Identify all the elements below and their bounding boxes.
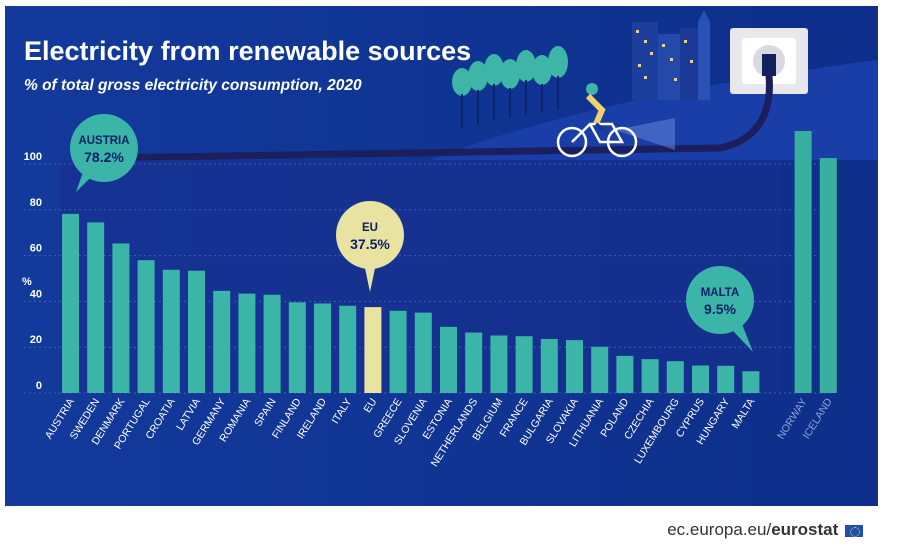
bar-germany [213,290,231,393]
bar-denmark [112,243,130,393]
callouts: AUSTRIA 78.2% EU 37.5% MALTA 9.5% [70,114,754,352]
bar-iceland [819,158,837,393]
bar-ireland [314,303,331,393]
eu-flag-icon [845,524,863,537]
y-tick-label: 60 [30,243,42,255]
callout-value: 37.5% [350,236,390,252]
bar-hungary [717,365,735,393]
y-tick-label: 20 [30,334,42,346]
bars-layer [62,131,837,394]
bar-malta [742,371,760,393]
bar-belgium [490,335,508,393]
y-tick-label: 40 [30,288,42,300]
callout-name: AUSTRIA [78,135,129,147]
bar-slovakia [566,340,583,393]
y-axis-label: % [22,276,32,288]
bar-croatia [162,269,180,393]
callout-bubble [686,266,754,334]
bar-austria [62,213,79,393]
source-credit[interactable]: ec.europa.eu/eurostat [667,520,863,540]
callout-malta: MALTA 9.5% [686,266,754,352]
bar-norway [794,131,812,394]
cable-decoration [96,72,773,162]
callout-eu: EU 37.5% [336,201,404,292]
callout-name: MALTA [701,287,740,299]
footer: ec.europa.eu/eurostat [0,506,903,551]
bar-italy [339,305,357,393]
callout-bubble [336,201,404,269]
bar-lithuania [591,346,609,393]
bar-latvia [188,270,205,393]
bar-finland [288,302,306,393]
callout-bubble [70,114,138,182]
callout-name: EU [362,222,378,234]
bar-romania [238,293,256,393]
bar-czechia [641,359,659,393]
bar-poland [616,355,634,393]
source-prefix: ec.europa.eu/ [667,520,772,539]
bar-france [515,336,533,393]
bar-greece [389,310,407,393]
bar-portugal [137,260,155,393]
y-tick-label: 80 [30,197,42,209]
y-tick-label: 100 [24,151,42,163]
bar-bulgaria [540,338,558,393]
bar-eu [364,307,382,393]
bar-luxembourg [666,361,684,393]
callout-value: 78.2% [84,149,124,165]
bar-estonia [440,326,457,393]
y-axis: 0 20 40 60 80 100 [24,151,42,392]
chart-title: Electricity from renewable sources [24,36,471,66]
tree-group-decoration [452,46,568,128]
chart-subtitle: % of total gross electricity consumption… [24,77,362,94]
y-tick-label: 0 [36,380,42,392]
callout-value: 9.5% [704,301,736,317]
source-brand: eurostat [771,520,839,539]
cyclist-decoration [556,83,675,158]
power-socket-decoration [730,28,808,94]
callout-austria: AUSTRIA 78.2% [70,114,138,192]
city-buildings-decoration [632,10,710,100]
bar-sweden [87,222,105,393]
bar-spain [263,294,281,393]
bar-netherlands [465,332,483,393]
bar-cyprus [692,365,709,393]
bar-slovenia [414,312,432,393]
